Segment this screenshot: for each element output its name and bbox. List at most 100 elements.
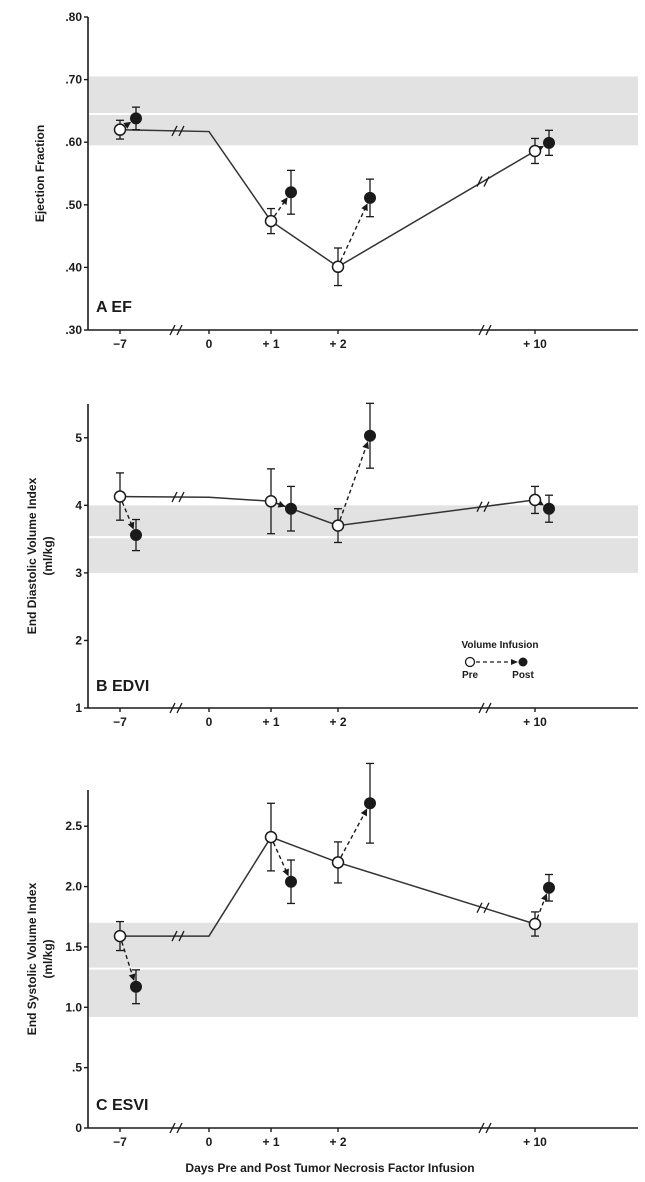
pre-infusion-point <box>528 144 542 158</box>
legend-post-label: Post <box>512 670 534 681</box>
y-tick-label: .5 <box>72 1061 82 1075</box>
y-tick-label: 1.5 <box>65 940 82 954</box>
x-tick-label: + 10 <box>523 1135 547 1149</box>
post-infusion-point <box>130 980 142 993</box>
x-tick-label: + 1 <box>262 715 279 729</box>
pre-infusion-point <box>528 917 542 931</box>
pre-infusion-line <box>119 128 536 268</box>
x-tick-label: + 2 <box>329 1135 346 1149</box>
post-infusion-point <box>543 136 555 149</box>
y-tick-label: 1 <box>75 701 82 715</box>
volume-infusion-arrow <box>536 896 547 919</box>
x-tick-label: + 10 <box>523 337 547 351</box>
line-break-b <box>483 176 490 187</box>
line-break-a <box>171 930 178 942</box>
y-tick-label: 1.0 <box>65 1000 82 1014</box>
volume-infusion-arrow <box>121 941 134 978</box>
x-axis-label: Days Pre and Post Tumor Necrosis Factor … <box>185 1161 474 1175</box>
post-infusion-point <box>285 502 297 515</box>
y-tick-label: 2 <box>75 633 82 647</box>
panel-label: C ESVI <box>96 1097 148 1114</box>
line-break-b <box>178 491 185 503</box>
volume-infusion-arrow <box>273 200 286 217</box>
post-infusion-point <box>543 881 555 894</box>
post-infusion-point <box>130 112 142 125</box>
arrowhead <box>361 203 368 212</box>
volume-infusion-arrow <box>340 811 366 858</box>
x-tick-label: + 1 <box>262 337 279 351</box>
arrowhead <box>282 868 289 877</box>
pre-infusion-point <box>264 214 278 228</box>
legend: Volume Infusion Pre Post <box>461 640 538 681</box>
pre-infusion-point <box>113 490 127 503</box>
arrowhead <box>362 441 369 450</box>
volume-infusion-arrow <box>339 444 368 521</box>
arrowhead <box>128 973 136 982</box>
legend-pre-marker <box>464 656 476 668</box>
x-axis-break-b <box>176 1122 183 1134</box>
line-break-a <box>476 501 483 512</box>
x-tick-label: 0 <box>206 1135 213 1149</box>
x-axis-break-a <box>478 324 485 336</box>
post-infusion-point <box>364 191 376 204</box>
x-tick-label: + 2 <box>329 337 346 351</box>
panel-2: 1 2 3 4 5 −7 0 + 1 + 2 + 10 End Diastolic Volume I… <box>25 402 638 729</box>
post-infusion-point <box>543 502 555 515</box>
panels: .30.40.50.60.70.80−7 0 + 1 + 2 + 10Ejection … <box>25 10 638 1149</box>
x-axis-break-a <box>169 702 176 714</box>
line-break-b <box>178 930 185 942</box>
y-tick-label: 3 <box>75 566 82 580</box>
y-tick-label: .80 <box>65 10 82 24</box>
normal-range-band <box>89 922 638 1017</box>
pre-infusion-point <box>331 260 345 274</box>
pre-infusion-point <box>528 493 542 507</box>
arrowhead <box>541 893 548 902</box>
y-axis-label: Ejection Fraction <box>33 125 47 222</box>
line-break-a <box>171 125 178 137</box>
post-infusion-point <box>285 186 297 199</box>
x-axis-break-a <box>478 702 485 714</box>
x-axis-break-a <box>169 1122 176 1134</box>
panel-label: A EF <box>96 299 132 316</box>
x-axis-break-b <box>176 702 183 714</box>
x-axis-break-b <box>485 324 492 336</box>
volume-infusion-arrow <box>272 842 288 873</box>
x-tick-label: −7 <box>113 337 127 351</box>
arrowhead <box>280 197 288 205</box>
x-tick-label: + 1 <box>262 1135 279 1149</box>
x-tick-label: −7 <box>113 1135 127 1149</box>
arrowhead <box>360 808 368 817</box>
post-infusion-point <box>364 797 376 810</box>
line-break-b <box>483 501 490 512</box>
y-tick-label: .40 <box>65 260 82 274</box>
pre-infusion-point <box>331 856 345 869</box>
y-axis-label: End Systolic Volume Index <box>25 882 39 1035</box>
legend-post-marker <box>518 657 528 667</box>
legend-arrowhead <box>511 659 518 665</box>
normal-range-band <box>89 76 638 146</box>
y-tick-label: 4 <box>75 498 82 512</box>
x-tick-label: 0 <box>206 337 213 351</box>
x-tick-label: + 10 <box>523 715 547 729</box>
line-break-a <box>476 902 483 914</box>
x-tick-label: + 2 <box>329 715 346 729</box>
arrowhead <box>123 121 132 129</box>
post-infusion-point <box>285 875 297 888</box>
y-tick-label: 2.5 <box>65 819 82 833</box>
x-axis-break-b <box>485 1122 492 1134</box>
x-tick-label: −7 <box>113 715 127 729</box>
volume-infusion-arrow <box>339 206 367 262</box>
pre-infusion-point <box>331 519 345 532</box>
y-axis-unit: (ml/kg) <box>41 939 55 978</box>
y-tick-label: .60 <box>65 135 82 149</box>
y-tick-label: .30 <box>65 323 82 337</box>
pre-infusion-point <box>113 929 127 943</box>
panel-3: 0 .5 1.0 1.5 2.0 2.5 −7 0 + 1 + 2 + 10 End Systolic… <box>25 762 638 1149</box>
panel-label: B EDVI <box>96 678 149 695</box>
line-break-b <box>483 902 490 914</box>
line-break-a <box>476 176 483 187</box>
panel-1: .30 .40 .50 .60 .70 .80 −7 0 + 1 + 2 + 10 Ejection … <box>33 10 638 351</box>
pre-infusion-point <box>113 123 127 136</box>
line-break-a <box>171 491 178 503</box>
volume-infusion-arrow <box>121 501 133 527</box>
